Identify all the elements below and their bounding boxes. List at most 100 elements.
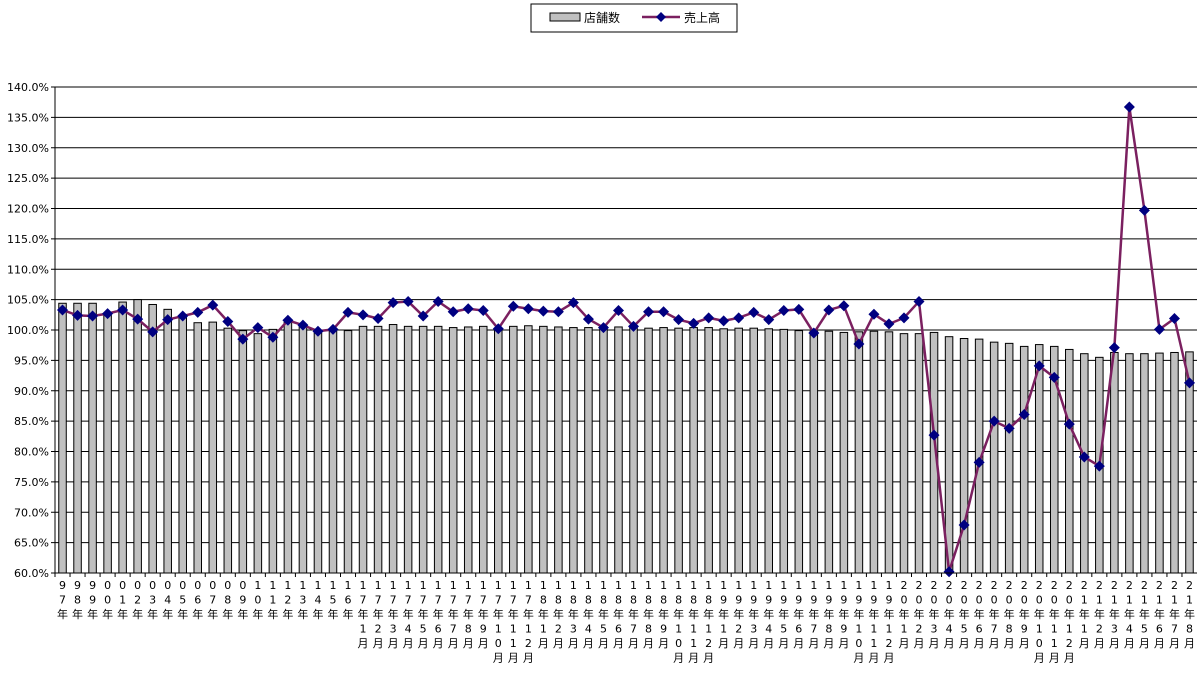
bar: [208, 321, 218, 574]
bar: [674, 327, 683, 574]
sales-marker: [1018, 408, 1030, 420]
bar: [584, 327, 593, 574]
sales-marker: [552, 306, 564, 318]
sales-marker: [597, 322, 609, 334]
sales-marker: [282, 314, 294, 326]
bar: [448, 327, 458, 574]
bar: [403, 325, 413, 574]
bar: [1080, 353, 1089, 574]
bar: [118, 301, 127, 574]
bar: [58, 302, 67, 574]
sales-marker: [1123, 101, 1135, 113]
sales-marker: [733, 312, 745, 324]
bar: [524, 325, 533, 574]
bar: [734, 327, 743, 574]
y-tick-label: 80.0%: [14, 446, 49, 459]
y-tick-label: 125.0%: [7, 172, 49, 185]
sales-marker: [87, 310, 99, 322]
sales-marker: [207, 299, 219, 311]
sales-marker: [1183, 377, 1195, 389]
bar: [88, 302, 97, 574]
sales-marker: [868, 308, 880, 320]
legend-marker-swatch: [656, 12, 666, 22]
sales-marker: [102, 308, 114, 320]
bar: [328, 329, 338, 574]
sales-marker: [928, 429, 940, 441]
sales-marker: [237, 333, 249, 345]
y-tick-label: 70.0%: [14, 506, 49, 519]
y-tick-label: 105.0%: [7, 294, 49, 307]
sales-marker: [1168, 312, 1180, 324]
sales-marker: [1003, 422, 1015, 434]
y-tick-label: 110.0%: [7, 263, 49, 276]
bar: [494, 328, 503, 574]
sales-marker: [703, 312, 715, 324]
sales-marker: [342, 306, 354, 318]
y-tick-label: 85.0%: [14, 415, 49, 428]
bar: [103, 313, 112, 574]
sales-marker: [658, 306, 670, 318]
sales-marker: [147, 326, 159, 338]
bar: [899, 333, 909, 574]
bar: [644, 327, 653, 574]
sales-marker: [357, 309, 369, 321]
bar: [569, 327, 578, 574]
sales-marker: [853, 338, 865, 350]
sales-marker: [913, 295, 925, 307]
sales-marker: [643, 306, 655, 318]
sales-marker: [958, 519, 970, 531]
sales-marker: [507, 300, 519, 312]
y-tick-label: 130.0%: [7, 142, 49, 155]
sales-marker: [492, 323, 504, 335]
bar: [1019, 345, 1029, 574]
y-tick-label: 90.0%: [14, 385, 49, 398]
bar: [779, 328, 789, 574]
bar: [809, 330, 819, 574]
bar-series: [58, 299, 1194, 574]
bar: [1004, 342, 1014, 574]
sales-marker: [567, 297, 579, 309]
sales-marker: [252, 322, 264, 334]
sales-marker: [988, 415, 1000, 427]
sales-marker: [117, 304, 129, 316]
bar: [869, 330, 879, 574]
sales-marker: [222, 315, 234, 327]
sales-marker: [387, 297, 399, 309]
bar: [178, 317, 187, 574]
bar: [238, 330, 248, 574]
sales-marker: [192, 306, 204, 318]
bar: [1170, 351, 1179, 574]
bar: [509, 325, 518, 574]
sales-marker: [417, 310, 429, 322]
bar: [1125, 353, 1134, 574]
sales-marker: [1108, 342, 1120, 354]
bar: [824, 330, 834, 574]
bar: [914, 333, 924, 574]
